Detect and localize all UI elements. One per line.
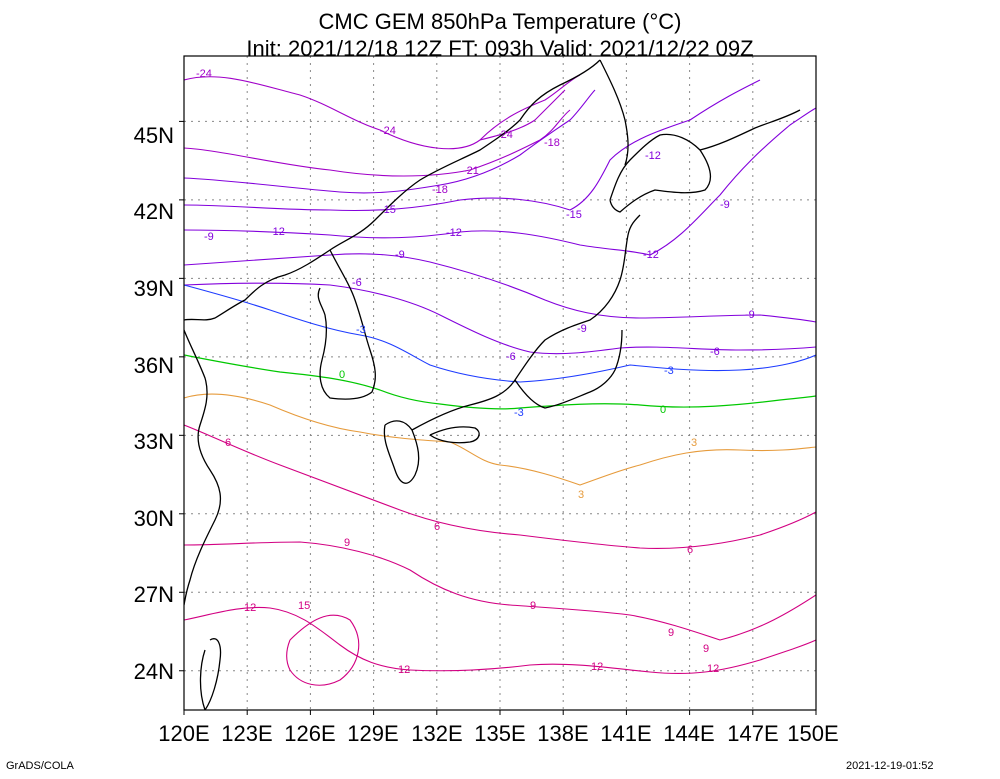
lon-label-144e: 144E <box>663 721 715 746</box>
lon-label-126e: 126E <box>284 721 336 746</box>
footer-timestamp: 2021-12-19-01:52 <box>846 760 934 772</box>
lat-label-33n: 33N <box>133 429 174 454</box>
lon-label-129e: 129E <box>347 721 399 746</box>
label-minus12-a: -12 <box>269 226 285 238</box>
contour-minus15 <box>184 79 761 212</box>
label-zero-b: 0 <box>660 404 666 416</box>
lat-label-45n: 45N <box>133 123 174 148</box>
label-minus18-a: -18 <box>432 184 448 196</box>
lat-label-30n: 30N <box>133 506 174 531</box>
lon-label-123e: 123E <box>221 721 273 746</box>
label-minus24-c: -24 <box>497 129 513 141</box>
lon-label-141e: 141E <box>600 721 652 746</box>
contour-labels: -24 -24 -24 -21 -18 -18 -15 -15 -12 -12 … <box>196 68 755 676</box>
label-minus9-e: -9 <box>745 309 755 321</box>
label-plus9-c: 9 <box>668 627 674 639</box>
label-minus3-b: -3 <box>664 365 674 377</box>
label-minus3-c: -3 <box>514 407 524 419</box>
label-plus12-c: 12 <box>591 661 603 673</box>
coast-kyushu <box>383 420 420 484</box>
coast-shikoku <box>429 426 480 444</box>
label-minus24-a: -24 <box>196 68 212 80</box>
contour-minus9 <box>184 253 816 323</box>
contour-minus24-b <box>479 89 566 141</box>
label-minus9-c: -9 <box>577 323 587 335</box>
lat-lon-grid <box>184 56 816 710</box>
label-minus12-c: -12 <box>645 150 661 162</box>
coast-taiwan <box>199 638 222 710</box>
contour-minus6 <box>184 282 816 355</box>
cold-contours <box>184 74 816 355</box>
label-minus9-a: -9 <box>204 231 214 243</box>
lon-label-150e: 150E <box>787 721 839 746</box>
map-title: CMC GEM 850hPa Temperature (°C) <box>318 9 682 34</box>
coast-korea <box>317 249 376 400</box>
label-minus9-d: -9 <box>720 199 730 211</box>
label-minus12-d: -12 <box>643 249 659 261</box>
label-minus9-b: -9 <box>395 249 405 261</box>
label-plus9-a: 9 <box>344 537 350 549</box>
lat-label-42n: 42N <box>133 199 174 224</box>
contour-minus21 <box>184 109 571 177</box>
warm-contours <box>184 424 816 686</box>
label-minus6-b: -6 <box>506 351 516 363</box>
coast-sakhalin <box>599 59 629 166</box>
label-minus3-a: -3 <box>356 324 366 336</box>
label-plus6-a: 6 <box>225 437 231 449</box>
coast-hokkaido <box>609 133 712 213</box>
contour-minus12 <box>184 107 816 256</box>
lon-label-135e: 135E <box>474 721 526 746</box>
label-minus6-c: -6 <box>710 346 720 358</box>
label-plus12-b: 12 <box>398 664 410 676</box>
lat-label-36n: 36N <box>133 353 174 378</box>
label-plus15: 15 <box>298 600 310 612</box>
label-minus15-a: -15 <box>380 204 396 216</box>
lat-label-27n: 27N <box>133 582 174 607</box>
contour-plus15 <box>286 614 360 686</box>
label-plus6-c: 6 <box>687 544 693 556</box>
label-minus21: -21 <box>463 165 479 177</box>
label-plus6-b: 6 <box>434 521 440 533</box>
label-minus18-b: -18 <box>544 137 560 149</box>
coast-asia-mainland <box>184 59 601 321</box>
footer-software: GrADS/COLA <box>6 760 74 772</box>
label-plus9-b: 9 <box>530 600 536 612</box>
contour-plus3 <box>184 393 816 486</box>
label-minus15-b: -15 <box>566 209 582 221</box>
contour-minus24-a <box>184 74 581 150</box>
contour-minus3 <box>184 284 816 383</box>
lat-label-39n: 39N <box>133 276 174 301</box>
label-plus12-d: 12 <box>707 663 719 675</box>
coast-honshu <box>411 214 641 431</box>
lon-label-147e: 147E <box>727 721 779 746</box>
label-minus12-b: -12 <box>446 227 462 239</box>
contour-plus9 <box>184 541 816 641</box>
label-minus24-b: -24 <box>380 125 396 137</box>
label-plus3-b: 3 <box>691 437 697 449</box>
label-plus3-a: 3 <box>578 489 584 501</box>
axis-ticks <box>179 120 817 715</box>
contour-minus18 <box>184 89 596 194</box>
contour-zero <box>184 354 816 410</box>
contour-plus6 <box>184 424 816 549</box>
label-plus12-a: 12 <box>244 602 256 614</box>
lon-label-138e: 138E <box>537 721 589 746</box>
lon-label-120e: 120E <box>158 721 210 746</box>
lon-label-132e: 132E <box>411 721 463 746</box>
contour-plus12 <box>184 606 816 675</box>
label-plus9-d: 9 <box>703 643 709 655</box>
coast-china-east <box>184 329 222 606</box>
label-zero-a: 0 <box>339 369 345 381</box>
coastlines <box>184 59 801 710</box>
label-minus6-a: -6 <box>352 277 362 289</box>
lat-label-24n: 24N <box>133 659 174 684</box>
coast-kuril <box>699 109 801 151</box>
